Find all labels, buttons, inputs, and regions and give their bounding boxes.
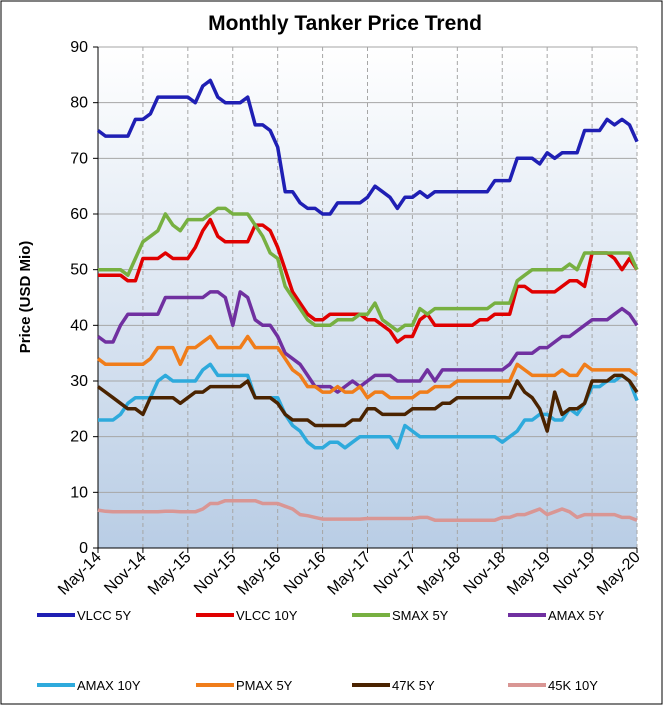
series-line bbox=[97, 498, 638, 522]
y-tick-label: 30 bbox=[70, 373, 88, 390]
legend-label: AMAX 5Y bbox=[548, 608, 605, 623]
y-tick-label: 40 bbox=[70, 317, 88, 334]
y-tick-label: 90 bbox=[70, 39, 88, 56]
legend-label: VLCC 5Y bbox=[77, 608, 132, 623]
y-tick-label: 0 bbox=[79, 540, 88, 557]
legend-label: AMAX 10Y bbox=[77, 678, 141, 693]
series-line bbox=[96, 334, 639, 400]
y-axis-label: Price (USD Mio) bbox=[17, 241, 34, 354]
series-line bbox=[98, 206, 639, 333]
series-line bbox=[96, 290, 639, 394]
y-tick-label: 80 bbox=[70, 95, 88, 112]
legend-label: VLCC 10Y bbox=[236, 608, 298, 623]
legend-label: 47K 5Y bbox=[392, 678, 435, 693]
legend-label: PMAX 5Y bbox=[236, 678, 293, 693]
series-line bbox=[98, 217, 639, 344]
y-tick-label: 10 bbox=[70, 484, 88, 501]
chart-title: Monthly Tanker Price Trend bbox=[208, 12, 482, 35]
y-tick-label: 20 bbox=[70, 429, 88, 446]
legend-label: 45K 10Y bbox=[548, 678, 598, 693]
series-line bbox=[96, 373, 639, 433]
y-tick-label: 70 bbox=[70, 150, 88, 167]
legend-label: SMAX 5Y bbox=[392, 608, 449, 623]
series-line bbox=[96, 78, 639, 216]
y-tick-label: 50 bbox=[70, 262, 88, 279]
series-line bbox=[98, 362, 639, 450]
y-tick-label: 60 bbox=[70, 206, 88, 223]
